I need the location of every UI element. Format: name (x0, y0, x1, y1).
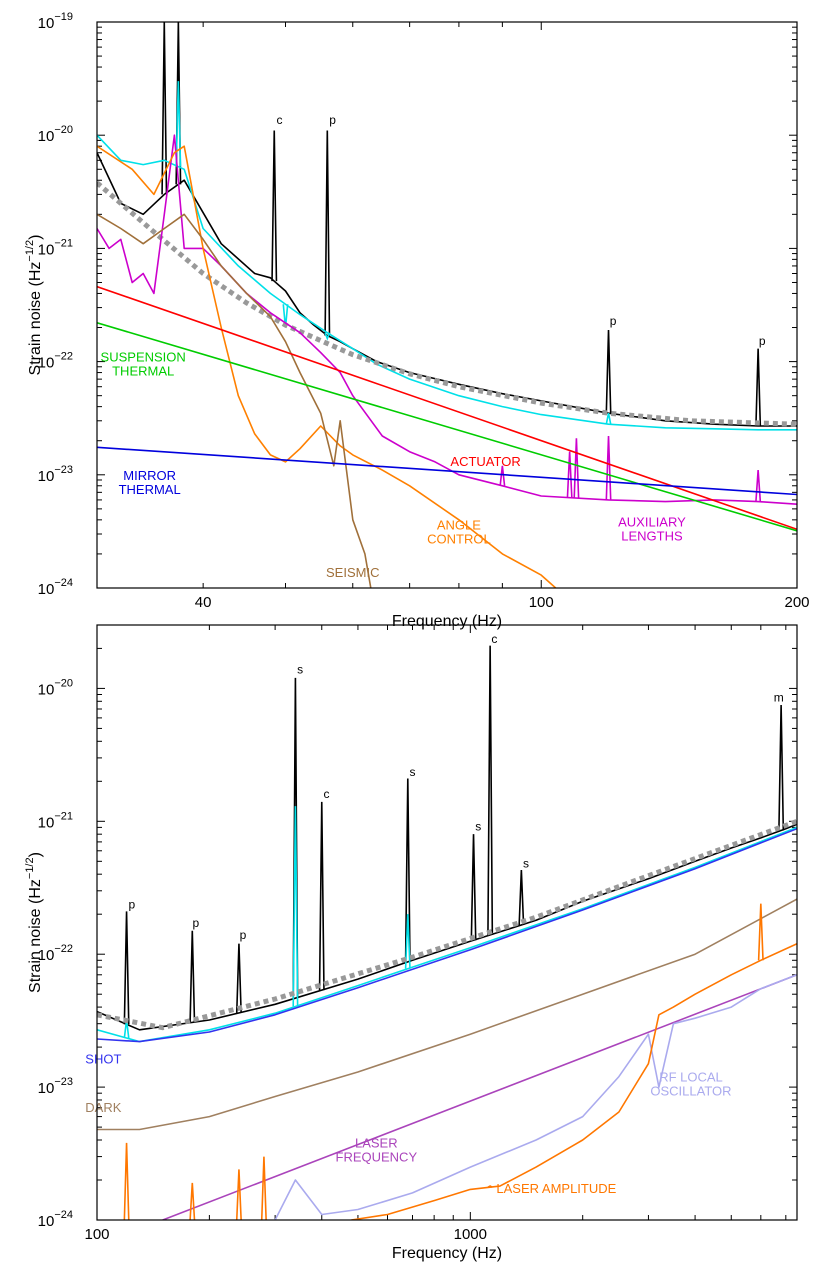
y-tick-label: 10−20 (38, 124, 73, 145)
series-group (97, 645, 797, 1220)
curve-annotation: ANGLE CONTROL (427, 517, 491, 546)
series-peak-8 (260, 1156, 267, 1220)
x-tick-label: 100 (529, 594, 554, 611)
peak-label: s (475, 820, 481, 834)
peak-label: p (193, 916, 200, 930)
series-line-4 (97, 827, 797, 1043)
series-peak-4 (499, 465, 506, 486)
series-line-6 (162, 974, 797, 1220)
curve-annotation: LASER AMPLITUDE (496, 1181, 616, 1196)
plot-frame (96, 624, 798, 1221)
chart-panel-2: 100 100010−2010−2110−2210−2310−24Frequenc… (24, 624, 798, 1262)
series-peak-8 (757, 903, 764, 961)
curve-annotation: MIRROR THERMAL (119, 468, 181, 497)
series-peak-1 (161, 22, 168, 195)
curve-annotation: LASER FREQUENCY (336, 1136, 418, 1165)
peak-label: s (297, 662, 303, 676)
series-peak-1 (324, 130, 331, 336)
series-line-2 (97, 826, 797, 1043)
curve-annotation: DARK (85, 1100, 121, 1115)
series-peak-2 (175, 81, 182, 167)
y-tick-label: 10−23 (38, 1076, 73, 1097)
x-tick-label: 200 (784, 594, 809, 611)
y-tick-label: 10−24 (38, 577, 73, 598)
x-axis-label: Frequency (Hz) (392, 613, 502, 630)
x-axis-label: Frequency (Hz) (392, 1245, 502, 1262)
peak-label: s (409, 765, 415, 779)
series-peak-1 (123, 911, 130, 1025)
curve-annotation: SEISMIC (326, 565, 379, 580)
series-line-3 (97, 818, 797, 1031)
curve-annotation: ACTUATOR (450, 454, 520, 469)
series-peak-1 (487, 645, 494, 935)
series-line-7 (274, 974, 797, 1220)
series-peak-1 (470, 834, 477, 941)
series-line-8 (351, 942, 797, 1220)
series-line-6 (97, 213, 372, 588)
peak-label: p (610, 314, 617, 328)
curve-annotation: AUXILIARY LENGTHS (618, 514, 686, 543)
series-line-4 (97, 134, 797, 505)
curve-annotation: RF LOCAL OSCILLATOR (650, 1070, 731, 1099)
series-peak-8 (123, 1142, 130, 1220)
y-axis-label: Strain noise (Hz−1/2) (24, 852, 44, 993)
series-peak-1 (755, 348, 762, 426)
x-tick-label: 1000 (454, 1226, 487, 1243)
peak-label: p (759, 334, 766, 348)
peak-label: m (774, 690, 784, 704)
series-peak-4 (605, 436, 612, 500)
series-peak-2 (324, 332, 331, 341)
y-tick-label: 10−19 (38, 11, 73, 32)
y-tick-label: 10−23 (38, 464, 73, 485)
series-peak-1 (404, 778, 411, 962)
series-line-1 (97, 823, 797, 1031)
series-peak-1 (605, 330, 612, 414)
curve-annotation: SHOT (85, 1052, 121, 1067)
series-line-5 (97, 145, 557, 588)
series-peak-2 (292, 806, 299, 1007)
series-peak-1 (189, 930, 196, 1023)
peak-label: s (523, 856, 529, 870)
peak-label: p (329, 113, 336, 127)
peak-label: p (240, 928, 247, 942)
series-line-5 (97, 898, 797, 1131)
peak-label: c (324, 787, 330, 801)
series-line-3 (97, 180, 797, 427)
plot-frame (96, 21, 798, 589)
series-peak-1 (235, 943, 242, 1013)
series-peak-8 (189, 1182, 196, 1220)
series-line-8 (97, 322, 797, 532)
y-tick-label: 10−20 (38, 677, 73, 698)
y-tick-label: 10−24 (38, 1209, 73, 1230)
x-tick-label: 100 (84, 1226, 109, 1243)
series-peak-8 (235, 1169, 242, 1220)
series-peak-4 (755, 470, 762, 502)
y-tick-label: 10−21 (38, 810, 73, 831)
peak-label: c (491, 632, 497, 646)
x-tick-label: 40 (195, 594, 212, 611)
series-group (97, 22, 797, 588)
peak-label: c (277, 113, 283, 127)
y-axis-label: Strain noise (Hz−1/2) (24, 235, 44, 376)
series-peak-8 (487, 1185, 493, 1188)
series-peak-1 (518, 869, 525, 926)
series-peak-1 (318, 801, 325, 991)
series-peak-4 (566, 451, 573, 498)
series-line-9 (97, 446, 797, 496)
series-peak-2 (404, 914, 411, 969)
series-peak-4 (573, 438, 580, 499)
series-peak-1 (778, 704, 785, 831)
series-peak-1 (271, 130, 278, 282)
series-peak-2 (605, 413, 612, 425)
chart-panel-1: 40 100 20010−1910−2010−2110−2210−2310−24Fr… (24, 11, 810, 630)
series-line-7 (97, 285, 797, 531)
curve-annotation: SUSPENSION THERMAL (101, 350, 186, 379)
peak-label: p (129, 898, 136, 912)
